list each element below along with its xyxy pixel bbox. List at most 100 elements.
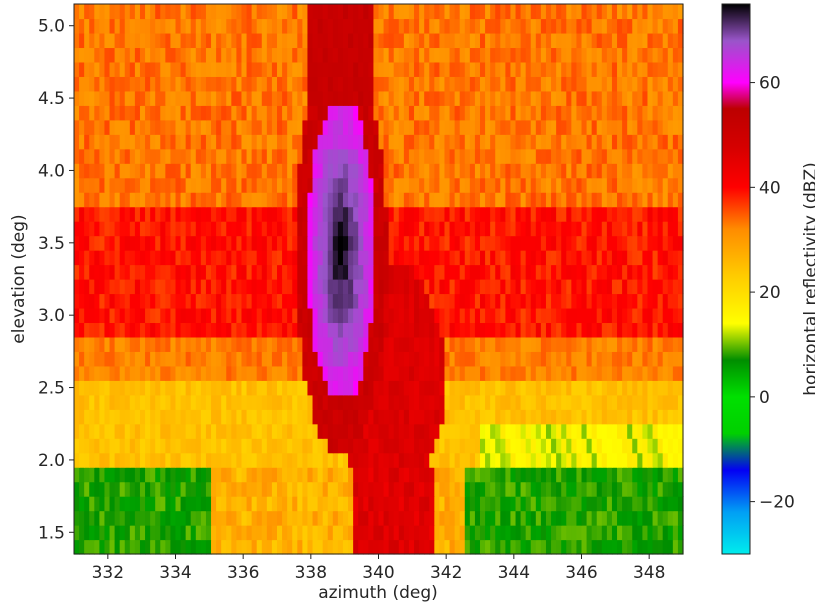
heatmap-cell — [129, 4, 136, 20]
heatmap-cell — [124, 365, 131, 381]
heatmap-cell — [277, 119, 283, 135]
heatmap-cell — [566, 105, 572, 121]
heatmap-cell — [525, 539, 532, 555]
heatmap-cell — [474, 423, 481, 439]
heatmap-cell — [160, 452, 166, 468]
heatmap-cell — [515, 192, 522, 208]
heatmap-cell — [419, 32, 425, 49]
heatmap-cell — [312, 119, 319, 135]
heatmap-cell — [454, 307, 461, 324]
heatmap-cell — [566, 467, 572, 483]
heatmap-cell — [266, 148, 273, 164]
heatmap-cell — [180, 221, 187, 237]
heatmap-cell — [439, 163, 446, 179]
heatmap-cell — [332, 264, 339, 280]
heatmap-cell — [322, 307, 329, 324]
heatmap-cell — [277, 76, 283, 92]
heatmap-cell — [297, 250, 303, 266]
heatmap-cell — [363, 279, 369, 295]
heatmap-cell — [490, 90, 496, 106]
heatmap-cell — [292, 192, 298, 208]
heatmap-cell — [221, 307, 227, 324]
heatmap-cell — [134, 365, 141, 381]
heatmap-cell — [190, 467, 197, 483]
heatmap-cell — [464, 105, 471, 121]
heatmap-cell — [530, 148, 537, 164]
heatmap-cell — [322, 177, 329, 193]
heatmap-cell — [231, 394, 237, 410]
heatmap-cell — [165, 221, 172, 237]
heatmap-cell — [261, 380, 268, 396]
heatmap-cell — [530, 409, 537, 425]
heatmap-cell — [124, 307, 131, 324]
heatmap-cell — [439, 409, 446, 425]
heatmap-cell — [195, 279, 202, 295]
heatmap-cell — [672, 351, 679, 367]
heatmap-cell — [373, 264, 380, 280]
heatmap-cell — [388, 293, 395, 309]
heatmap-cell — [170, 525, 177, 541]
heatmap-cell — [134, 481, 141, 497]
heatmap-cell — [429, 351, 435, 367]
heatmap-cell — [556, 365, 562, 381]
heatmap-cell — [627, 394, 633, 410]
heatmap-cell — [368, 221, 375, 237]
heatmap-cell — [632, 423, 638, 439]
heatmap-cell — [322, 279, 329, 295]
heatmap-cell — [576, 61, 583, 77]
heatmap-cell — [226, 380, 232, 396]
heatmap-cell — [211, 47, 217, 63]
heatmap-cell — [677, 351, 684, 367]
heatmap-cell — [277, 61, 283, 77]
heatmap-cell — [642, 525, 649, 541]
heatmap-cell — [282, 423, 288, 439]
heatmap-cell — [241, 18, 248, 34]
heatmap-cell — [134, 250, 141, 266]
heatmap-cell — [429, 264, 435, 280]
heatmap-cell — [216, 452, 222, 468]
heatmap-cell — [180, 264, 187, 280]
heatmap-cell — [322, 351, 329, 367]
heatmap-cell — [480, 221, 486, 237]
heatmap-cell — [221, 409, 227, 425]
heatmap-cell — [327, 148, 334, 164]
heatmap-cell — [84, 177, 90, 193]
heatmap-cell — [256, 76, 263, 92]
heatmap-cell — [545, 380, 552, 396]
heatmap-cell — [353, 47, 359, 63]
heatmap-cell — [510, 525, 517, 541]
heatmap-cell — [155, 192, 161, 208]
heatmap-cell — [622, 163, 628, 179]
heatmap-cell — [454, 235, 461, 251]
heatmap-cell — [185, 18, 192, 34]
heatmap-cell — [165, 61, 172, 77]
heatmap-cell — [581, 380, 588, 396]
heatmap-cell — [256, 438, 263, 454]
heatmap-cell — [236, 47, 243, 63]
heatmap-cell — [124, 336, 131, 352]
heatmap-cell — [647, 105, 654, 121]
heatmap-cell — [266, 380, 273, 396]
heatmap-cell — [160, 163, 166, 179]
heatmap-cell — [672, 18, 679, 34]
heatmap-cell — [292, 235, 298, 251]
heatmap-cell — [672, 336, 679, 352]
heatmap-cell — [363, 32, 369, 49]
heatmap-cell — [251, 163, 258, 179]
heatmap-cell — [211, 409, 217, 425]
heatmap-cell — [332, 250, 339, 266]
heatmap-cell — [424, 134, 430, 150]
heatmap-cell — [266, 525, 273, 541]
heatmap-cell — [449, 4, 456, 20]
heatmap-cell — [515, 380, 522, 396]
heatmap-cell — [414, 105, 420, 121]
heatmap-cell — [236, 539, 243, 555]
heatmap-cell — [398, 47, 405, 63]
heatmap-cell — [124, 119, 131, 135]
heatmap-cell — [342, 32, 349, 49]
heatmap-cell — [515, 4, 522, 20]
heatmap-cell — [535, 192, 542, 208]
heatmap-cell — [150, 481, 156, 497]
heatmap-cell — [444, 293, 451, 309]
heatmap-cell — [114, 32, 121, 49]
